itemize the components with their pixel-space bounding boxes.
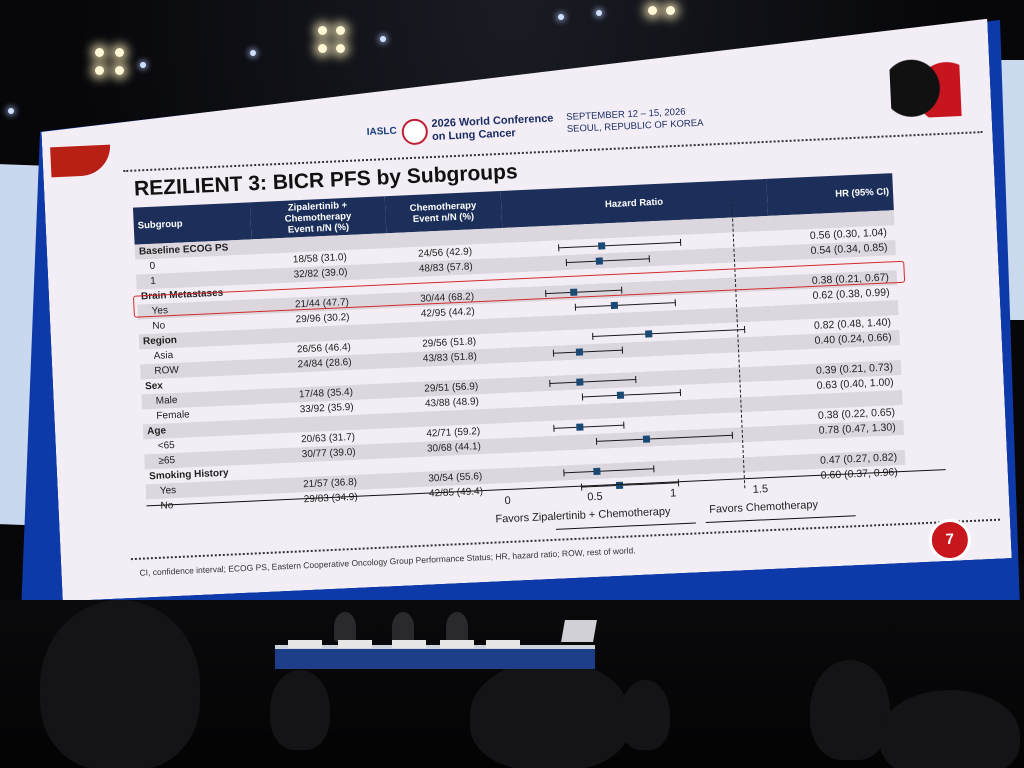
- ceiling-light: [336, 26, 345, 35]
- hazard-ratio-point: [576, 378, 583, 385]
- panelist: [334, 612, 356, 642]
- favors-zipalertinib-label: Favors Zipalertinib + Chemotherapy: [495, 505, 671, 526]
- audience-head: [470, 660, 630, 768]
- confidence-interval: [559, 242, 681, 249]
- ceiling-light: [318, 26, 327, 35]
- panelist: [446, 612, 468, 642]
- ceiling-light: [8, 108, 14, 114]
- ceiling-light: [380, 36, 386, 42]
- ceiling-light: [115, 66, 124, 75]
- nameplate: [392, 640, 426, 648]
- slide-corner-decoration: [50, 145, 111, 178]
- x-tick-label: 0.5: [587, 490, 603, 504]
- nameplate: [338, 640, 372, 648]
- ceiling-light: [318, 44, 327, 53]
- confidence-interval: [582, 392, 681, 398]
- conference-name: 2026 World Conference on Lung Cancer: [431, 113, 554, 145]
- col-header-hr-ci: HR (95% CI): [766, 173, 894, 216]
- ceiling-light: [666, 6, 675, 15]
- audience: [0, 600, 1024, 768]
- forest-plot-rows: Baseline ECOG PS 0 18/58 (31.0) 24/56 (42.9…: [135, 210, 906, 514]
- slide-footnote: CI, confidence interval; ECOG PS, Easter…: [139, 545, 636, 578]
- confidence-interval: [596, 435, 733, 442]
- favors-left-arrow: [556, 522, 696, 529]
- hazard-ratio-point: [576, 348, 583, 355]
- audience-head: [810, 660, 890, 760]
- hazard-ratio-point: [616, 392, 623, 399]
- confidence-interval: [575, 302, 676, 308]
- ceiling-light: [596, 10, 602, 16]
- col-header-zipalertinib: Zipalertinib + Chemotherapy Event n/N (%…: [250, 196, 386, 239]
- audience-head: [880, 690, 1020, 768]
- hazard-ratio-point: [593, 468, 600, 475]
- hazard-ratio-point: [595, 257, 602, 264]
- panelist: [392, 612, 414, 642]
- x-tick-label: 0: [504, 494, 512, 508]
- ceiling-light: [250, 50, 256, 56]
- confidence-interval: [550, 379, 636, 384]
- presentation-slide: IASLC 2026 World Conference on Lung Canc…: [38, 19, 1012, 602]
- x-tick-label: 1.5: [752, 483, 769, 496]
- slide-header: IASLC 2026 World Conference on Lung Canc…: [111, 80, 972, 167]
- nameplate: [486, 640, 520, 648]
- col-header-chemotherapy: Chemotherapy Event n/N (%): [385, 191, 502, 233]
- nameplate: [288, 640, 322, 648]
- audience-head: [620, 680, 670, 750]
- confidence-interval: [553, 350, 623, 354]
- ceiling-light: [140, 62, 146, 68]
- confidence-interval: [553, 425, 624, 429]
- ceiling-light: [95, 66, 104, 75]
- laptop: [561, 620, 597, 642]
- ceiling-light: [336, 44, 345, 53]
- iaslc-logo: IASLC: [366, 125, 398, 138]
- hazard-ratio-point: [576, 423, 583, 430]
- page-number-badge: 7: [928, 518, 972, 562]
- nameplate: [440, 640, 474, 648]
- slide-corner-decoration: [889, 56, 962, 119]
- confidence-interval: [566, 258, 650, 263]
- conference-dates: SEPTEMBER 12 – 15, 2026 SEOUL, REPUBLIC …: [566, 106, 704, 136]
- confidence-interval: [564, 468, 655, 473]
- favors-chemotherapy-label: Favors Chemotherapy: [708, 498, 819, 516]
- panel-table: [275, 645, 595, 669]
- col-header-subgroup: Subgroup: [133, 202, 252, 244]
- ceiling-light: [95, 48, 104, 57]
- audience-head: [270, 670, 330, 750]
- hazard-ratio-point: [643, 435, 650, 442]
- hazard-ratio-point: [645, 330, 652, 337]
- society-seal-icon: [401, 118, 428, 145]
- hazard-ratio-point: [611, 302, 618, 309]
- ceiling-light: [648, 6, 657, 15]
- favors-right-arrow: [706, 515, 856, 523]
- x-tick-label: 1: [669, 487, 677, 500]
- forest-plot-table: Subgroup Zipalertinib + Chemotherapy Eve…: [133, 173, 906, 514]
- confidence-interval: [592, 329, 744, 337]
- audience-head: [40, 600, 200, 768]
- ceiling-light: [558, 14, 564, 20]
- ceiling-light: [115, 48, 124, 57]
- hazard-ratio-point: [598, 242, 605, 249]
